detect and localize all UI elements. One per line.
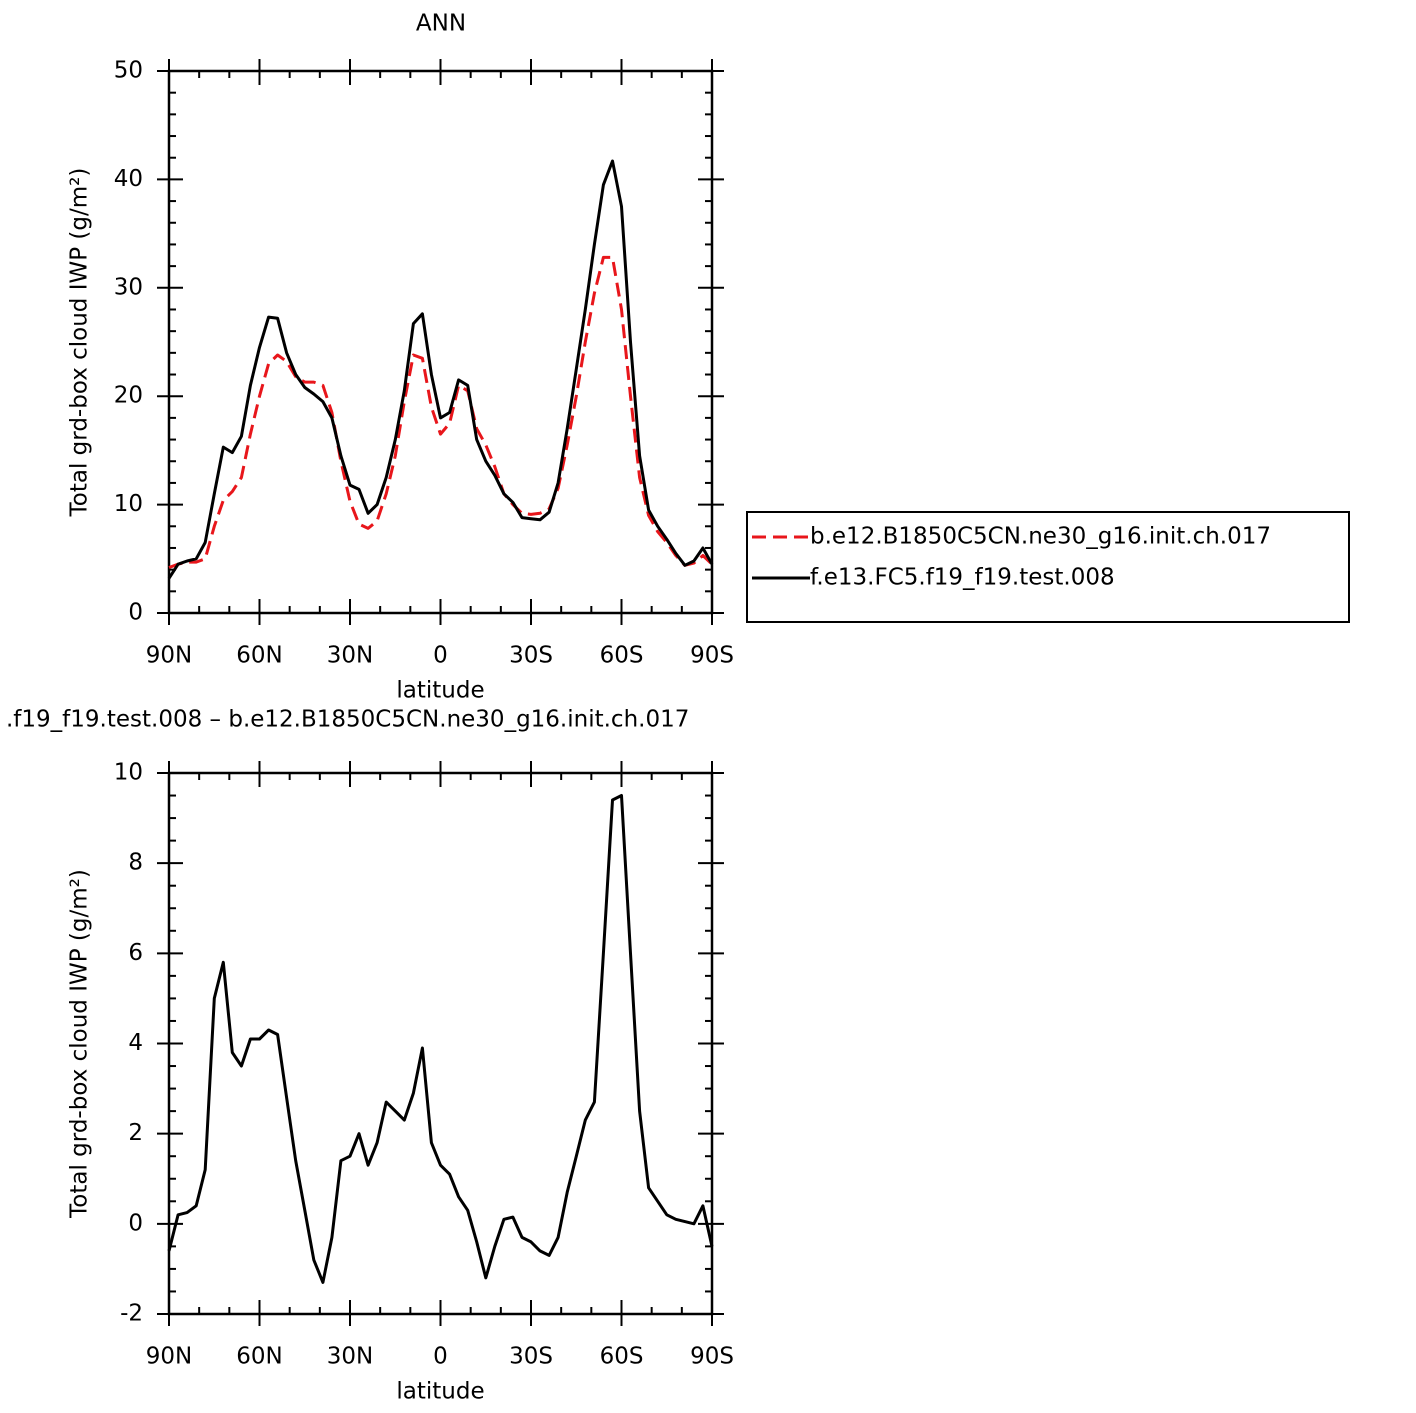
x-tick-label: 90S bbox=[690, 1344, 734, 1370]
x-tick-label: 60S bbox=[600, 643, 644, 669]
y-tick-label: 10 bbox=[114, 491, 143, 517]
x-tick-label: 90N bbox=[146, 1344, 192, 1370]
y-tick-label: 6 bbox=[128, 940, 143, 966]
y-tick-label: 2 bbox=[128, 1120, 143, 1146]
data-line bbox=[168, 255, 714, 569]
y-tick-label: 20 bbox=[114, 383, 143, 409]
data-line bbox=[167, 794, 714, 1284]
x-axis-label: latitude bbox=[396, 678, 484, 704]
y-axis-label: Total grd-box cloud IWP (g/m²) bbox=[67, 869, 93, 1219]
y-tick-label: 40 bbox=[114, 166, 143, 192]
legend-label: f.e13.FC5.f19_f19.test.008 bbox=[810, 565, 1115, 591]
y-tick-label: 30 bbox=[114, 274, 143, 300]
y-tick-label: -2 bbox=[120, 1301, 143, 1327]
x-axis-label: latitude bbox=[396, 1379, 484, 1405]
y-tick-label: 50 bbox=[114, 58, 143, 84]
x-tick-label: 60N bbox=[236, 643, 282, 669]
plot-frame bbox=[167, 771, 714, 1316]
x-tick-label: 0 bbox=[433, 1344, 448, 1370]
x-tick-label: 30S bbox=[509, 643, 553, 669]
chart-title: ANN bbox=[416, 11, 466, 37]
x-tick-label: 60S bbox=[600, 1344, 644, 1370]
data-line bbox=[167, 159, 714, 580]
y-axis-label: Total grd-box cloud IWP (g/m²) bbox=[67, 168, 93, 518]
legend-box bbox=[746, 511, 1350, 623]
y-tick-label: 0 bbox=[128, 1210, 143, 1236]
chart-title: .f19_f19.test.008 – b.e12.B1850C5CN.ne30… bbox=[6, 707, 689, 733]
y-tick-label: 4 bbox=[128, 1030, 143, 1056]
legend-label: b.e12.B1850C5CN.ne30_g16.init.ch.017 bbox=[810, 524, 1271, 550]
x-tick-label: 90N bbox=[146, 643, 192, 669]
x-tick-label: 0 bbox=[433, 643, 448, 669]
x-tick-label: 60N bbox=[236, 1344, 282, 1370]
x-tick-label: 30N bbox=[327, 1344, 373, 1370]
x-tick-label: 30S bbox=[509, 1344, 553, 1370]
x-tick-label: 30N bbox=[327, 643, 373, 669]
y-tick-label: 10 bbox=[114, 760, 143, 786]
x-tick-label: 90S bbox=[690, 643, 734, 669]
plot-frame bbox=[167, 69, 714, 615]
y-tick-label: 0 bbox=[128, 600, 143, 626]
y-tick-label: 8 bbox=[128, 850, 143, 876]
